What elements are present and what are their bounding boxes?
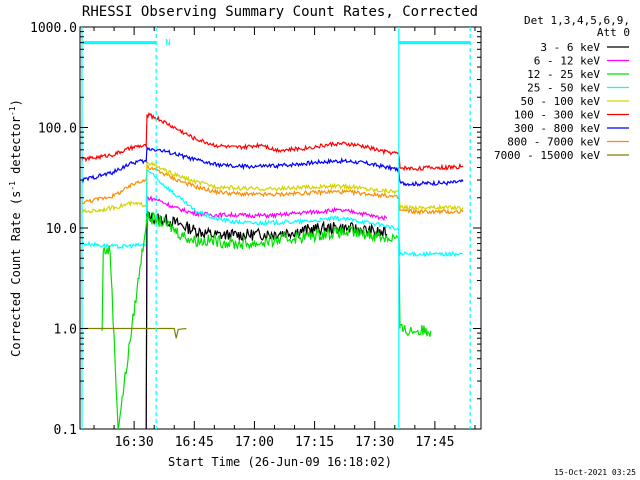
legend-label: 3 - 6 keV: [540, 41, 600, 54]
y-tick-label: 100.0: [38, 122, 77, 137]
y-tick-label: 1.0: [54, 323, 77, 338]
series-line: [81, 111, 464, 172]
night-marker-label: N: [165, 39, 170, 49]
plot-area-frame: [79, 26, 482, 430]
legend-label: 100 - 300 keV: [514, 109, 600, 122]
orbit-markers: N: [81, 27, 471, 429]
x-tick-label: 16:45: [175, 435, 214, 450]
series-line: [81, 161, 464, 214]
y-tick-label: 0.1: [54, 423, 77, 438]
x-tick-label: 17:00: [235, 435, 274, 450]
series-line: [101, 210, 432, 430]
y-tick-label: 1000.0: [30, 21, 77, 36]
series-layer: [81, 111, 464, 430]
x-tick-label: 17:30: [355, 435, 394, 450]
legend-label: 12 - 25 keV: [527, 68, 600, 81]
series-line: [81, 145, 464, 187]
x-tick-label: 17:45: [415, 435, 454, 450]
legend-header: Det 1,3,4,5,6,9,: [524, 14, 630, 27]
legend-label: 6 - 12 keV: [534, 55, 601, 68]
series-line: [145, 212, 388, 430]
legend-label: 800 - 7000 keV: [507, 136, 600, 149]
legend-header: Att 0: [597, 26, 630, 39]
chart-title: RHESSI Observing Summary Count Rates, Co…: [82, 4, 478, 20]
legend-label: 300 - 800 keV: [514, 122, 600, 135]
y-tick-label: 10.0: [46, 222, 77, 237]
legend-label: 25 - 50 keV: [527, 82, 600, 95]
series-line: [145, 195, 388, 430]
series-line: [82, 327, 187, 339]
legend-label: 7000 - 15000 keV: [494, 149, 600, 162]
x-tick-label: 17:15: [295, 435, 334, 450]
x-tick-label: 16:30: [115, 435, 154, 450]
x-axis-label: Start Time (26-Jun-09 16:18:02): [168, 455, 392, 469]
legend-label: 50 - 100 keV: [521, 95, 601, 108]
series-line: [81, 169, 464, 258]
axes: 0.1 1.0 10.0 100.0 1000.0 16:30 16:45 17:00 17:1…: [30, 21, 481, 450]
footer-timestamp: 15-Oct-2021 03:25: [554, 468, 636, 477]
y-axis-label: Corrected Count Rate (s-1 detector-1): [8, 99, 23, 357]
